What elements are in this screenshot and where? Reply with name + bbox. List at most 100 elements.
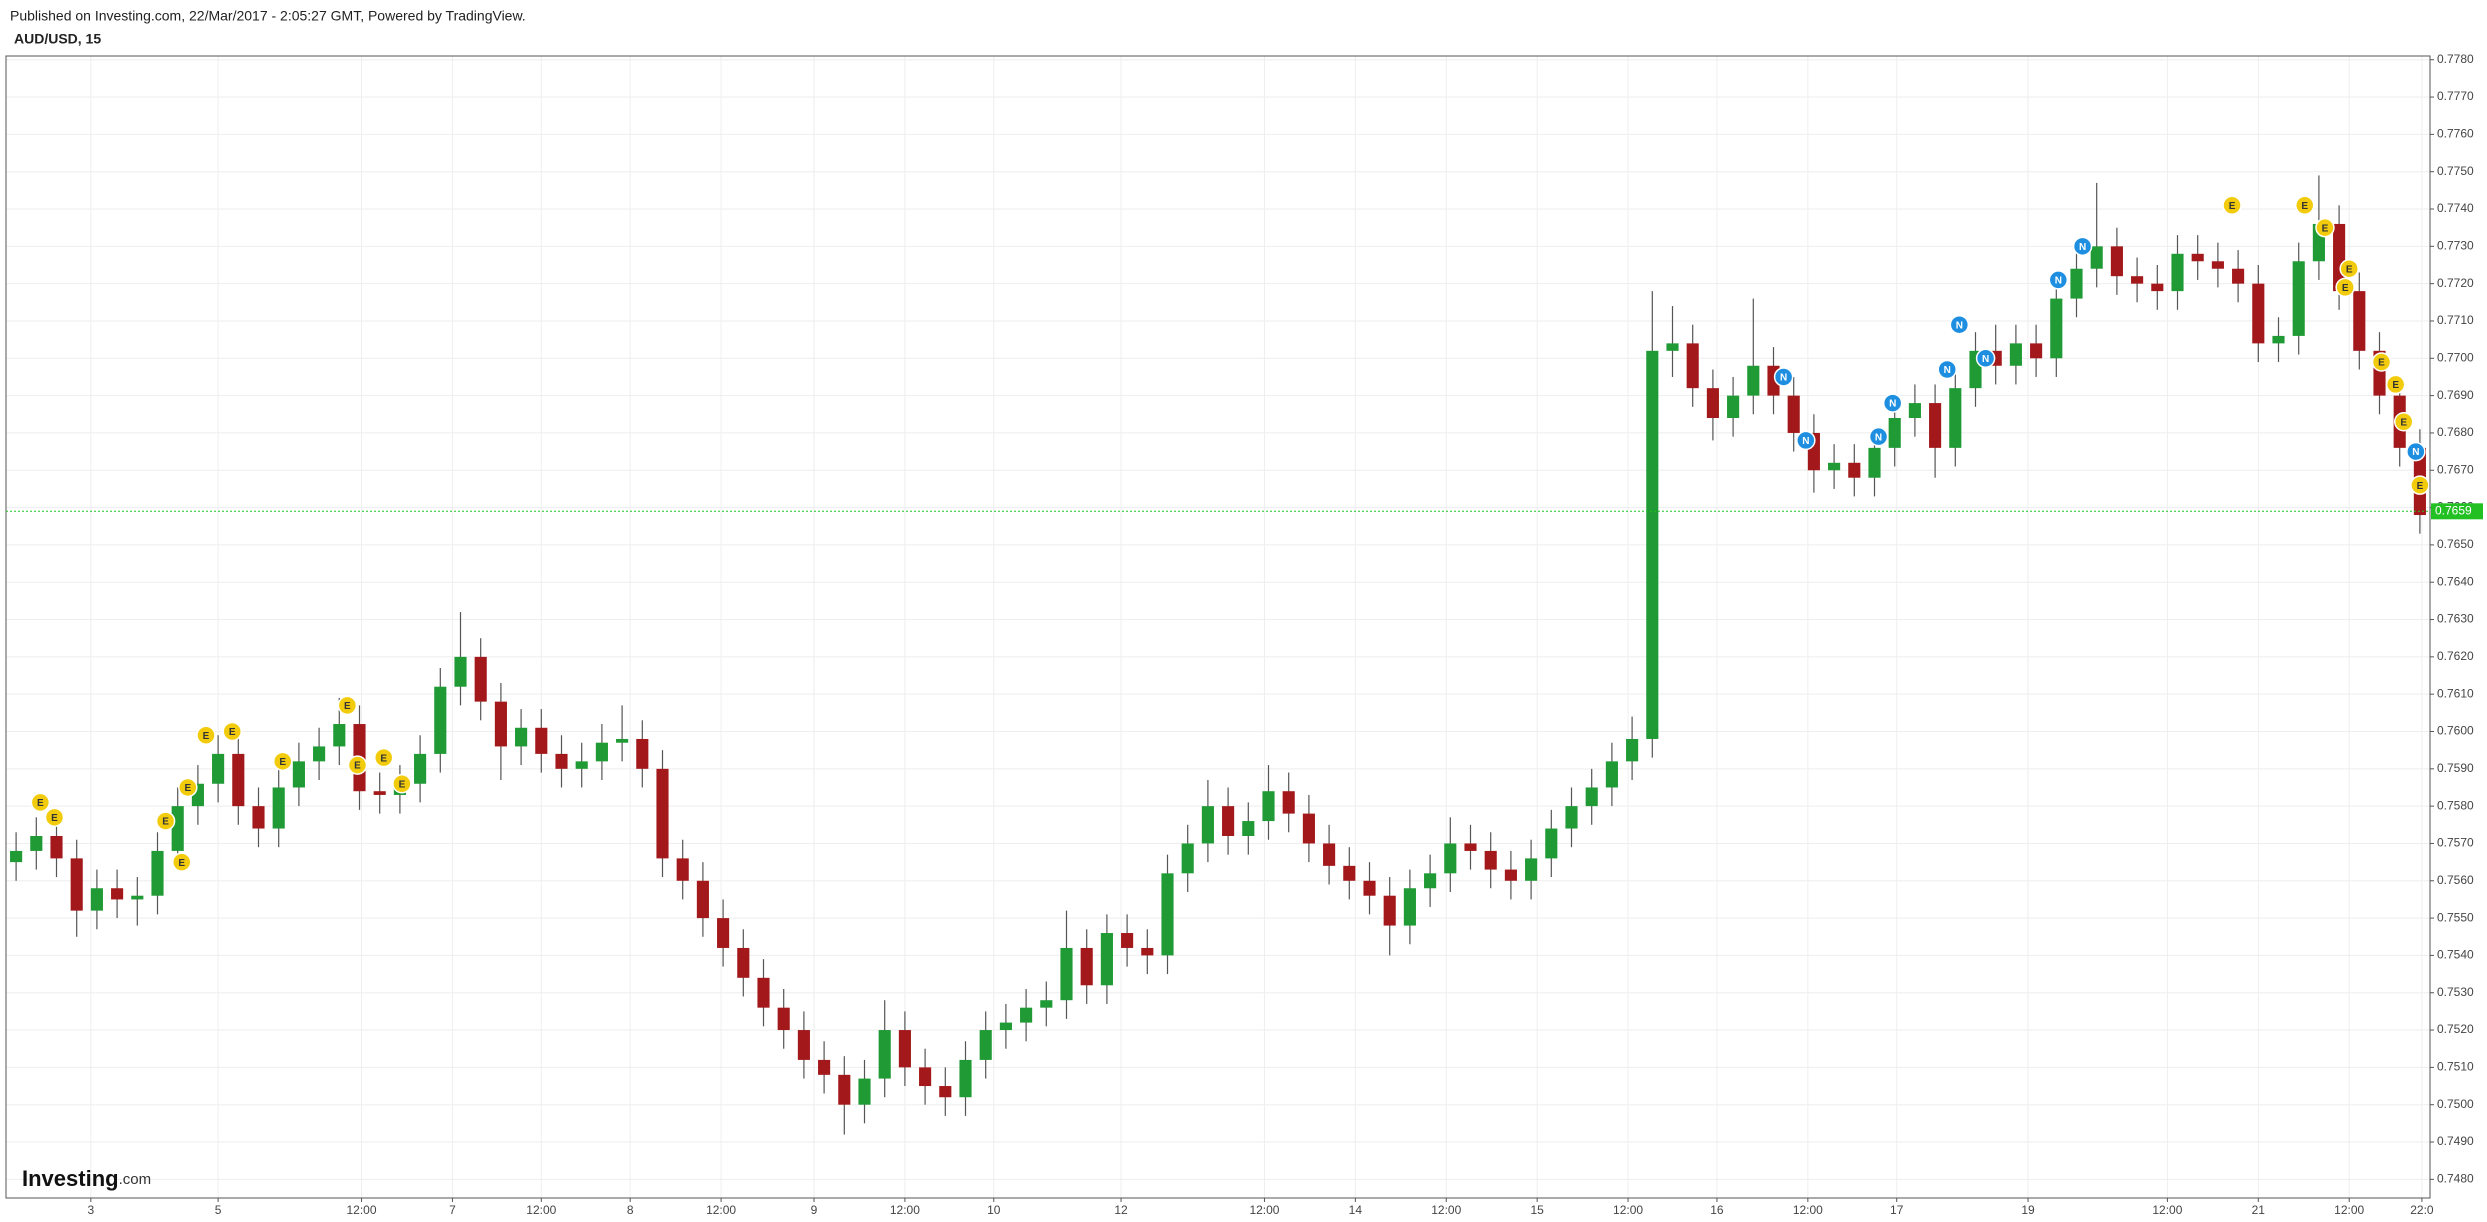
- event-marker: [1868, 426, 1889, 447]
- candle-body: [515, 727, 528, 747]
- x-tick-label: 12:00: [1793, 1203, 1823, 1217]
- y-tick-label: 0.7490: [2437, 1134, 2474, 1148]
- event-label: E: [2322, 223, 2329, 234]
- candle-body: [373, 791, 386, 795]
- candle-body: [111, 888, 124, 900]
- candle-body: [2030, 343, 2043, 359]
- candle-body: [696, 880, 709, 919]
- candle-body: [1686, 343, 1699, 389]
- event-label: N: [1802, 436, 1809, 447]
- candle-body: [1464, 843, 1477, 851]
- x-tick-label: 9: [811, 1203, 818, 1217]
- event-label: E: [37, 798, 44, 809]
- event-marker: [2385, 374, 2406, 395]
- candle-body: [1403, 888, 1416, 926]
- event-marker: [1975, 348, 1996, 369]
- event-label: N: [1780, 373, 1787, 384]
- candle-body: [1626, 738, 1639, 762]
- candle-body: [2110, 246, 2123, 277]
- event-marker: [1937, 359, 1957, 380]
- candle-body: [1181, 843, 1194, 874]
- candle-body: [555, 753, 568, 769]
- candle-body: [1080, 947, 1093, 986]
- candle-body: [252, 806, 265, 829]
- event-label: E: [2392, 380, 2399, 391]
- y-tick-label: 0.7550: [2437, 910, 2474, 924]
- y-tick-label: 0.7640: [2437, 574, 2474, 588]
- event-label: E: [380, 753, 387, 764]
- y-tick-label: 0.7730: [2437, 239, 2474, 253]
- x-tick-label: 12:00: [706, 1203, 736, 1217]
- event-marker: [2048, 270, 2069, 290]
- grid: [6, 56, 2430, 1198]
- event-marker: [171, 852, 192, 872]
- y-tick-label: 0.7540: [2437, 948, 2474, 962]
- event-label: N: [1982, 354, 1989, 365]
- x-tick-label: 12:00: [526, 1203, 556, 1217]
- candle-body: [1323, 843, 1336, 866]
- candle-body: [898, 1030, 911, 1068]
- event-label: E: [2342, 283, 2349, 294]
- candle-body: [1484, 850, 1497, 870]
- candle-body: [414, 753, 427, 784]
- y-tick-label: 0.7590: [2437, 761, 2474, 775]
- candle-body: [1363, 880, 1376, 896]
- candle-body: [90, 888, 103, 911]
- y-tick-label: 0.7570: [2437, 836, 2474, 850]
- candle-body: [818, 1059, 831, 1075]
- candle-body: [1545, 828, 1558, 859]
- x-tick-label: 14: [1349, 1203, 1363, 1217]
- candle-body: [292, 761, 305, 788]
- candle-body: [1605, 761, 1618, 788]
- candle-body: [939, 1086, 952, 1098]
- event-marker: [347, 755, 368, 775]
- event-label: E: [184, 783, 191, 794]
- y-tick-label: 0.7780: [2437, 52, 2474, 66]
- candle-body: [272, 787, 285, 829]
- event-label: E: [2229, 201, 2236, 212]
- candle-body: [1666, 343, 1679, 351]
- event-label: E: [354, 761, 361, 772]
- candle-body: [2272, 335, 2285, 344]
- candle-body: [212, 753, 225, 784]
- event-marker: [392, 773, 412, 794]
- candle-body: [1040, 1000, 1053, 1008]
- x-tick-label: 15: [1530, 1203, 1544, 1217]
- candle-body: [1201, 806, 1214, 844]
- event-label: N: [1889, 399, 1896, 410]
- y-tick-label: 0.7720: [2437, 276, 2474, 290]
- chart-title: Published on Investing.com, 22/Mar/2017 …: [10, 8, 526, 24]
- y-tick-label: 0.7520: [2437, 1022, 2474, 1036]
- candle-body: [1949, 388, 1962, 448]
- event-marker: [2339, 258, 2359, 279]
- event-label: E: [279, 757, 286, 768]
- event-marker: [44, 807, 65, 828]
- event-label: E: [178, 858, 185, 869]
- x-tick-label: 16: [1710, 1203, 1724, 1217]
- candle-body: [1828, 462, 1841, 471]
- y-tick-label: 0.7700: [2437, 350, 2474, 364]
- x-tick-label: 17: [1890, 1203, 1904, 1217]
- candle-body: [131, 895, 144, 900]
- candle-body: [1100, 933, 1113, 986]
- candle-body: [2191, 253, 2204, 262]
- x-tick-label: 19: [2021, 1203, 2035, 1217]
- candle-body: [1383, 895, 1396, 926]
- x-tick-label: 12:00: [1431, 1203, 1461, 1217]
- candle-body: [717, 918, 730, 948]
- candle-body: [595, 742, 608, 762]
- event-marker: [337, 695, 358, 716]
- candle-body: [797, 1030, 810, 1060]
- logo-suffix: .com: [119, 1171, 152, 1188]
- candle-body: [737, 947, 750, 978]
- candle-body: [10, 850, 23, 863]
- event-marker: [2406, 441, 2426, 462]
- candle-body: [333, 724, 346, 747]
- event-marker: [1949, 314, 1970, 335]
- event-marker: [1796, 430, 1816, 451]
- y-tick-label: 0.7750: [2437, 164, 2474, 178]
- candle-body: [1848, 462, 1861, 478]
- event-label: N: [1875, 432, 1882, 443]
- event-marker: [2410, 475, 2430, 495]
